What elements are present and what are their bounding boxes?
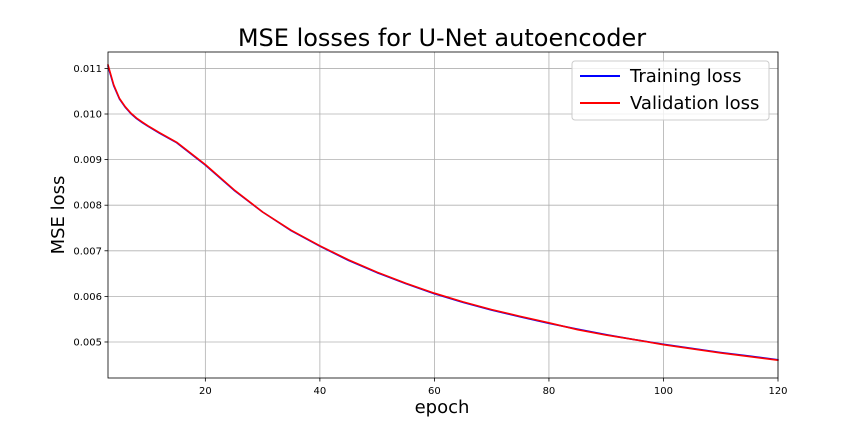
y-tick-label: 0.006 bbox=[73, 292, 102, 303]
grid bbox=[108, 52, 779, 378]
y-tick-label: 0.009 bbox=[73, 155, 102, 166]
y-tick-label: 0.005 bbox=[73, 337, 102, 348]
x-tick-label: 100 bbox=[654, 386, 673, 397]
x-axis-label: epoch bbox=[415, 397, 470, 418]
x-tick-label: 80 bbox=[543, 386, 556, 397]
x-tick-label: 40 bbox=[314, 386, 327, 397]
legend: Training loss Validation loss bbox=[571, 60, 770, 121]
x-tick-label: 120 bbox=[768, 386, 787, 397]
x-tick-label: 60 bbox=[428, 386, 441, 397]
legend-label-validation-loss: Validation loss bbox=[630, 93, 759, 114]
y-tick-label: 0.007 bbox=[73, 246, 102, 257]
series-lines bbox=[107, 64, 779, 362]
y-tick-label: 0.011 bbox=[73, 64, 102, 75]
chart-title: MSE losses for U-Net autoencoder bbox=[238, 24, 646, 52]
x-tick-label: 20 bbox=[199, 386, 212, 397]
y-axis-label: MSE loss bbox=[48, 176, 69, 255]
y-tick-label: 0.008 bbox=[73, 201, 102, 212]
legend-label-training-loss: Training loss bbox=[629, 66, 742, 87]
legend-box bbox=[571, 60, 770, 121]
axes-frame bbox=[107, 51, 779, 379]
series-line-validation-loss bbox=[107, 64, 779, 362]
y-tick-label: 0.010 bbox=[73, 110, 102, 121]
axis-ticks: 20 40 60 80 100 120 0.005 0.006 0.007 0.008 0.009 0… bbox=[73, 64, 787, 397]
